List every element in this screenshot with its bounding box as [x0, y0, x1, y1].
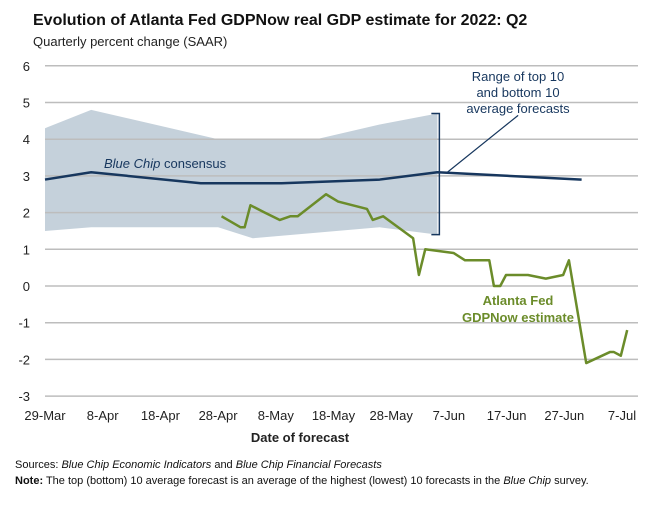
x-axis-label: Date of forecast	[251, 430, 350, 445]
y-tick-label: -1	[18, 316, 30, 331]
x-tick-label: 28-May	[370, 408, 414, 423]
y-tick-label: 5	[23, 96, 30, 111]
y-tick-label: 2	[23, 206, 30, 221]
x-tick-label: 18-May	[312, 408, 356, 423]
y-tick-label: -3	[18, 389, 30, 404]
sources: Sources: Blue Chip Economic Indicators a…	[15, 459, 382, 471]
y-tick-label: 6	[23, 59, 30, 74]
range-bracket	[431, 112, 441, 236]
band-annotation: average forecasts	[466, 101, 570, 116]
x-tick-label: 17-Jun	[487, 408, 527, 423]
blue-chip-label: Blue Chip consensus	[104, 156, 227, 171]
y-tick-label: 4	[23, 132, 30, 147]
band-annotation: Range of top 10	[472, 69, 565, 84]
annotation-leader	[439, 114, 519, 173]
x-tick-label: 28-Apr	[199, 408, 239, 423]
chart-subtitle: Quarterly percent change (SAAR)	[33, 34, 228, 49]
x-tick-label: 8-Apr	[87, 408, 119, 423]
x-tick-label: 7-Jul	[608, 408, 636, 423]
y-tick-label: 0	[23, 279, 30, 294]
x-tick-label: 27-Jun	[544, 408, 584, 423]
note: Note: The top (bottom) 10 average foreca…	[15, 475, 589, 487]
y-tick-label: 3	[23, 169, 30, 184]
x-tick-label: 18-Apr	[141, 408, 181, 423]
band-annotation: and bottom 10	[476, 85, 559, 100]
y-tick-label: 1	[23, 242, 30, 257]
gdpnow-label: GDPNow estimate	[462, 310, 574, 325]
x-tick-label: 7-Jun	[433, 408, 466, 423]
chart-title: Evolution of Atlanta Fed GDPNow real GDP…	[33, 12, 528, 29]
gdpnow-label: Atlanta Fed	[483, 293, 554, 308]
x-tick-label: 29-Mar	[24, 408, 66, 423]
y-tick-label: -2	[18, 352, 30, 367]
range-band	[45, 109, 438, 239]
x-tick-label: 8-May	[258, 408, 295, 423]
